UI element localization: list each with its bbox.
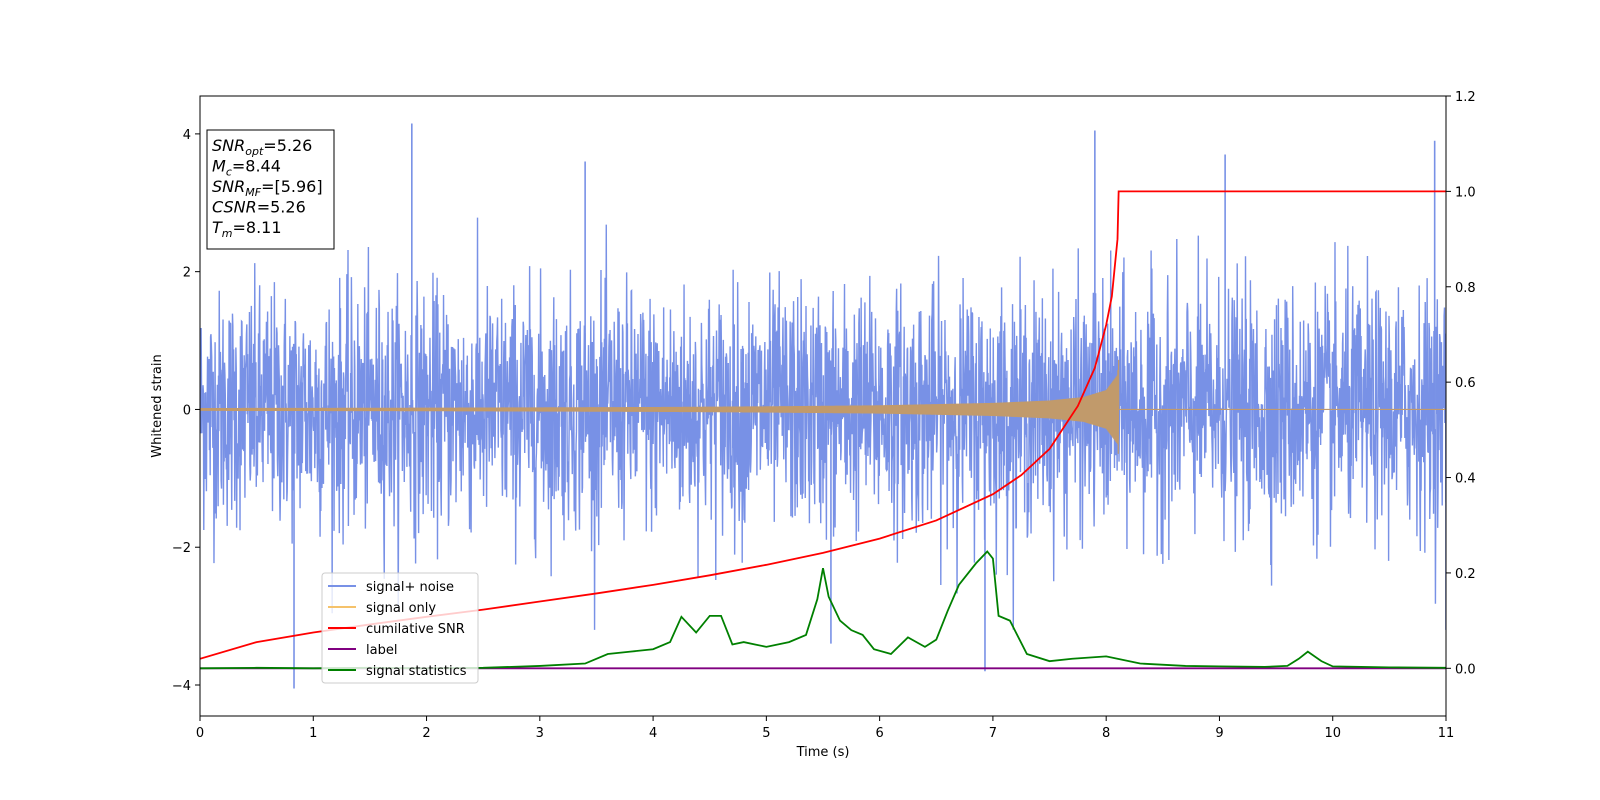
- info-box-line: CSNR=5.26: [212, 198, 306, 217]
- y-right-tick-label: 0.6: [1455, 376, 1476, 391]
- y-right-tick-label: 0.0: [1455, 662, 1476, 677]
- y-left-tick-label: −2: [172, 541, 191, 556]
- x-tick-label: 9: [1215, 726, 1223, 741]
- series-signal-statistics: [200, 550, 1446, 670]
- info-box-frame: [206, 129, 335, 250]
- x-tick-label: 7: [989, 726, 997, 741]
- x-tick-label: 6: [875, 726, 883, 741]
- y-right-tick-label: 0.4: [1455, 472, 1476, 487]
- y-left-tick-label: 4: [183, 128, 191, 143]
- plot-frame: [199, 95, 1447, 717]
- x-tick-label: 1: [309, 726, 317, 741]
- y-right-tick-label: 0.8: [1455, 281, 1476, 296]
- y-right-tick-label: 1.2: [1455, 90, 1476, 105]
- x-tick-label: 5: [762, 726, 770, 741]
- info-box-line: Mc=8.44: [212, 157, 281, 179]
- legend-label: cumilative SNR: [366, 622, 465, 637]
- y-axis-title: Whitened strain: [150, 354, 165, 457]
- series-signal-only: [200, 359, 1446, 454]
- x-axis-title: Time (s): [796, 745, 850, 760]
- legend-label: label: [366, 643, 397, 658]
- info-box-line: SNRMF=[5.96]: [212, 177, 323, 199]
- info-box-line: SNRopt=5.26: [212, 136, 312, 158]
- x-tick-label: 11: [1438, 726, 1455, 741]
- legend-label: signal only: [366, 601, 436, 616]
- legend-frame: [321, 572, 479, 684]
- series-signal-noise: [200, 217, 1446, 630]
- legend-label: signal+ noise: [366, 580, 454, 595]
- x-tick-label: 2: [422, 726, 430, 741]
- info-box-line: Tm=8.11: [212, 218, 282, 240]
- y-left-tick-label: 2: [183, 266, 191, 281]
- y-right-tick-label: 0.2: [1455, 567, 1476, 582]
- x-tick-label: 4: [649, 726, 657, 741]
- legend: signal+ noise signal only cumilative SNR la…: [321, 572, 479, 684]
- x-tick-label: 3: [536, 726, 544, 741]
- x-tick-label: 0: [196, 726, 204, 741]
- y-right-tick-label: 1.0: [1455, 185, 1476, 200]
- y-left-tick-label: −4: [172, 679, 191, 694]
- legend-label: signal statistics: [366, 664, 467, 679]
- axis-layer: 0 1 2 3 4 5 6 7 8 9 10 11 4 2 0 −2 −4 1.2 1.0 0.8 0.6 0.4 0.2 0…: [172, 90, 1476, 741]
- x-tick-label: 10: [1324, 726, 1341, 741]
- x-tick-label: 8: [1102, 726, 1110, 741]
- y-left-tick-label: 0: [183, 403, 191, 418]
- info-box: SNRopt=5.26Mc=8.44SNRMF=[5.96]CSNR=5.26T…: [206, 129, 335, 250]
